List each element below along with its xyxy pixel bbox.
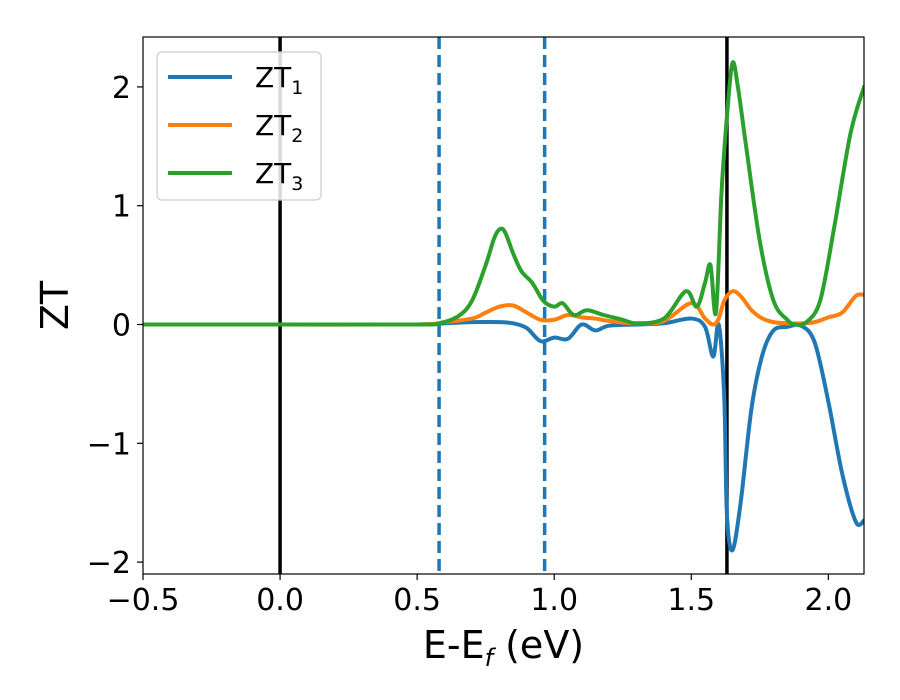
series-line-zt1 <box>143 316 864 553</box>
y-axis-title: ZT <box>33 280 77 330</box>
y-tick-label: 1 <box>112 190 131 225</box>
series-layer <box>143 60 864 553</box>
legend-label-zt2: ZT2 <box>255 109 303 147</box>
x-axis-title-main: E-E <box>423 623 485 667</box>
x-tick-label: 1.0 <box>530 583 578 618</box>
series-line-zt2 <box>143 289 864 327</box>
x-axis-title: E-Ef (eV) <box>423 623 584 672</box>
y-tick-label: −2 <box>87 546 131 581</box>
y-tick-label: 0 <box>112 309 131 344</box>
legend-label-zt1: ZT1 <box>255 61 303 99</box>
y-tick-label: −1 <box>87 427 131 462</box>
x-axis-title-unit: (eV) <box>493 623 584 667</box>
ticks-layer: −0.5 0.0 0.5 1.0 1.5 2.0 −2 −1 0 1 2 <box>87 71 852 618</box>
plot-frame <box>142 36 865 575</box>
legend-label-zt3: ZT3 <box>255 157 303 195</box>
legend: ZT1 ZT2 ZT3 <box>156 51 322 201</box>
y-tick-label: 2 <box>112 71 131 106</box>
x-tick-label: −0.5 <box>107 583 180 618</box>
legend-box <box>156 51 322 201</box>
series-line-zt3 <box>143 60 864 327</box>
x-tick-label: 0.5 <box>393 583 441 618</box>
x-tick-label: 1.5 <box>667 583 715 618</box>
x-tick-label: 0.0 <box>256 583 304 618</box>
x-tick-label: 2.0 <box>805 583 853 618</box>
